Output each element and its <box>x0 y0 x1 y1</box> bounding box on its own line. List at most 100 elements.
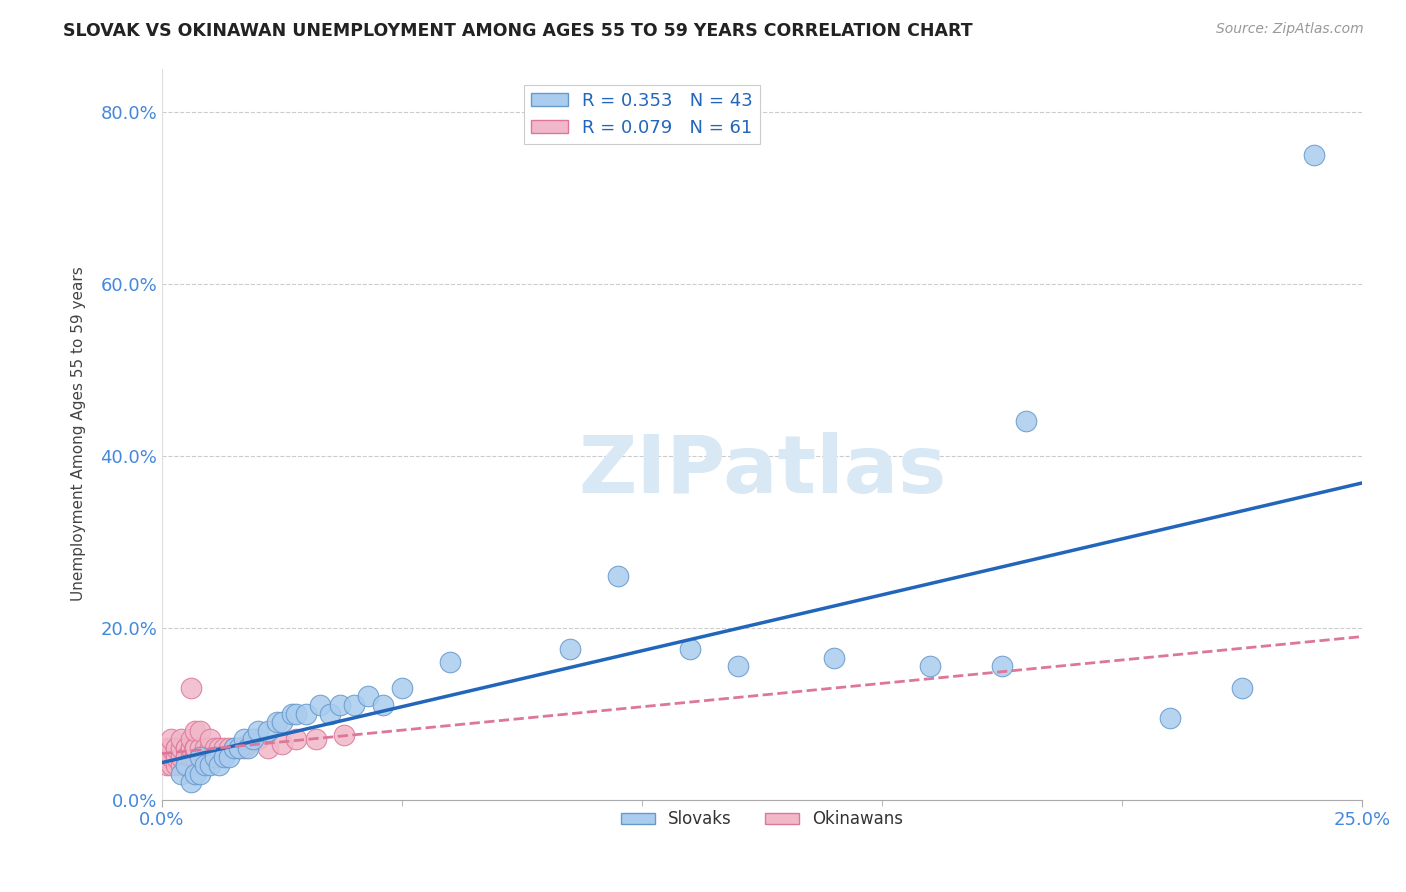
Point <box>204 749 226 764</box>
Point <box>228 740 250 755</box>
Point <box>160 732 183 747</box>
Point <box>920 659 942 673</box>
Point <box>180 740 202 755</box>
Point <box>238 737 260 751</box>
Point <box>1015 414 1038 428</box>
Point <box>256 723 278 738</box>
Point <box>165 758 187 772</box>
Point <box>271 737 294 751</box>
Point <box>174 758 197 772</box>
Point <box>184 740 207 755</box>
Point <box>204 749 226 764</box>
Point <box>232 740 254 755</box>
Point <box>246 723 269 738</box>
Point <box>198 749 221 764</box>
Point <box>160 740 183 755</box>
Point <box>165 740 187 755</box>
Point <box>214 749 236 764</box>
Point <box>180 775 202 789</box>
Point <box>285 732 308 747</box>
Point <box>371 698 394 712</box>
Point <box>343 698 366 712</box>
Point <box>256 740 278 755</box>
Point <box>184 766 207 780</box>
Point <box>170 758 193 772</box>
Point <box>184 723 207 738</box>
Point <box>246 732 269 747</box>
Point <box>184 749 207 764</box>
Point <box>823 650 845 665</box>
Point <box>188 766 211 780</box>
Point <box>194 740 217 755</box>
Point <box>238 740 260 755</box>
Point <box>679 642 702 657</box>
Point <box>218 749 240 764</box>
Point <box>180 740 202 755</box>
Point <box>208 749 231 764</box>
Point <box>242 732 264 747</box>
Point <box>165 749 187 764</box>
Point <box>285 706 308 721</box>
Point <box>214 740 236 755</box>
Text: SLOVAK VS OKINAWAN UNEMPLOYMENT AMONG AGES 55 TO 59 YEARS CORRELATION CHART: SLOVAK VS OKINAWAN UNEMPLOYMENT AMONG AG… <box>63 22 973 40</box>
Point <box>208 758 231 772</box>
Point <box>160 749 183 764</box>
Point <box>329 698 352 712</box>
Point <box>156 740 179 755</box>
Point <box>991 659 1014 673</box>
Point <box>1159 711 1181 725</box>
Point <box>439 655 461 669</box>
Point <box>607 569 630 583</box>
Point <box>165 740 187 755</box>
Point <box>174 740 197 755</box>
Point <box>180 732 202 747</box>
Point <box>194 758 217 772</box>
Point <box>727 659 749 673</box>
Point <box>280 706 302 721</box>
Point <box>174 758 197 772</box>
Text: Source: ZipAtlas.com: Source: ZipAtlas.com <box>1216 22 1364 37</box>
Point <box>174 740 197 755</box>
Point <box>391 681 413 695</box>
Point <box>198 758 221 772</box>
Point <box>228 740 250 755</box>
Text: ZIPatlas: ZIPatlas <box>578 432 946 509</box>
Point <box>218 740 240 755</box>
Point <box>188 749 211 764</box>
Point <box>1303 147 1326 161</box>
Point <box>198 740 221 755</box>
Point <box>170 766 193 780</box>
Point <box>188 740 211 755</box>
Point <box>180 749 202 764</box>
Point <box>1232 681 1254 695</box>
Point <box>194 749 217 764</box>
Point <box>180 758 202 772</box>
Point <box>184 758 207 772</box>
Point <box>188 749 211 764</box>
Point <box>208 740 231 755</box>
Point <box>150 749 173 764</box>
Y-axis label: Unemployment Among Ages 55 to 59 years: Unemployment Among Ages 55 to 59 years <box>72 267 86 601</box>
Point <box>295 706 318 721</box>
Point <box>184 740 207 755</box>
Point <box>304 732 326 747</box>
Point <box>198 732 221 747</box>
Point <box>180 681 202 695</box>
Point <box>165 749 187 764</box>
Point <box>184 740 207 755</box>
Point <box>222 740 245 755</box>
Legend: Slovaks, Okinawans: Slovaks, Okinawans <box>614 804 910 835</box>
Point <box>170 740 193 755</box>
Point <box>160 758 183 772</box>
Point <box>271 715 294 730</box>
Point <box>357 690 380 704</box>
Point <box>174 749 197 764</box>
Point <box>309 698 332 712</box>
Point <box>222 740 245 755</box>
Point <box>266 715 288 730</box>
Point <box>333 728 356 742</box>
Point <box>174 749 197 764</box>
Point <box>204 740 226 755</box>
Point <box>184 740 207 755</box>
Point <box>170 749 193 764</box>
